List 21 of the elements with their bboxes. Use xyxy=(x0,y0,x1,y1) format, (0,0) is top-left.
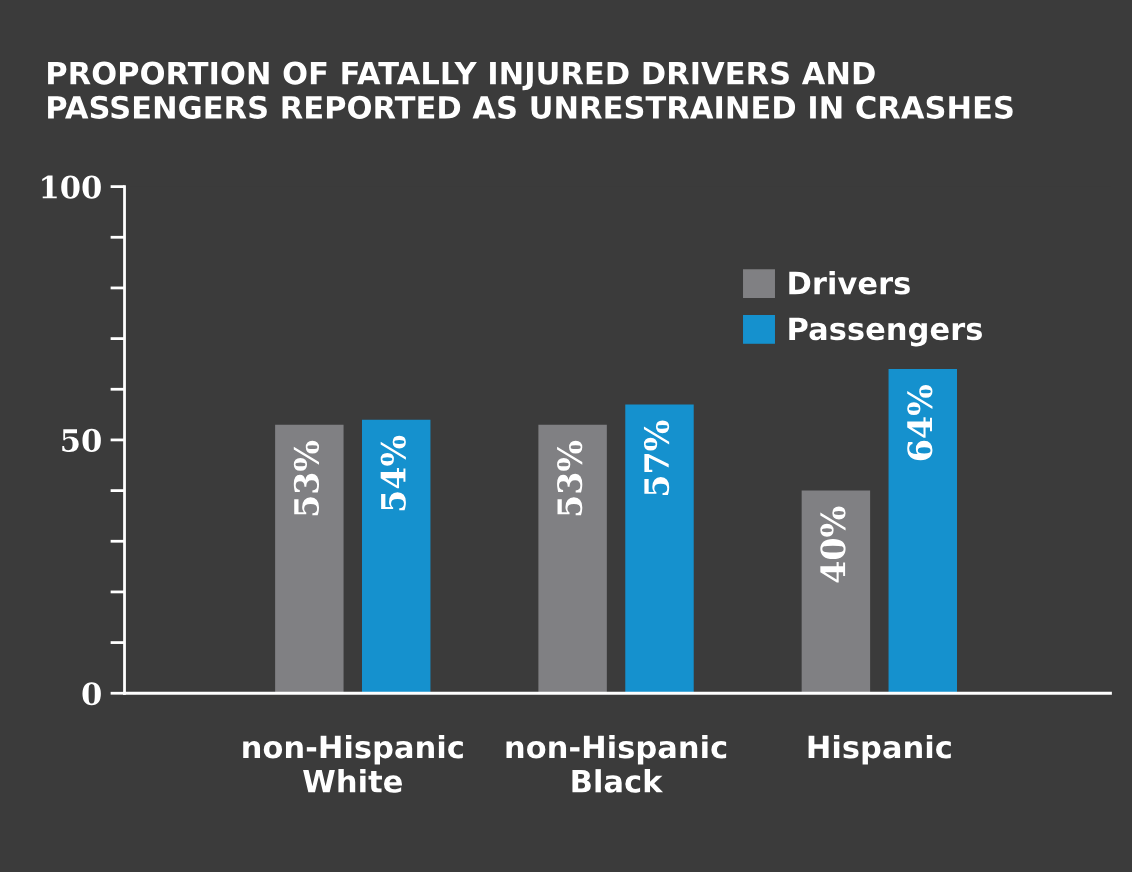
x-tick-label: non-Hispanic Black xyxy=(506,734,727,793)
data-label: 53% xyxy=(557,440,583,516)
data-label: 40% xyxy=(820,506,846,583)
bar xyxy=(625,404,694,694)
bar xyxy=(275,424,344,694)
data-label: 64% xyxy=(907,385,933,461)
legend-label: Drivers xyxy=(789,270,910,295)
data-label: 53% xyxy=(293,440,320,516)
x-tick-label: non-Hispanic White xyxy=(243,734,463,793)
bar xyxy=(538,424,607,694)
bar xyxy=(362,419,431,694)
y-tick-label: 100 xyxy=(42,175,101,199)
x-tick-label: Hispanic xyxy=(808,734,951,765)
y-tick-label: 50 xyxy=(62,428,101,452)
bar xyxy=(801,490,871,694)
data-label: 54% xyxy=(380,435,406,511)
data-label: 57% xyxy=(643,420,670,495)
y-tick-label: 0 xyxy=(82,682,101,706)
chart-title: PROPORTION OF FATALLY INJURED DRIVERS AND PASSENGERS REPORTED AS UNRESTRAINED IN CRASHES xyxy=(48,61,1013,119)
legend-label: Passengers xyxy=(789,317,982,347)
bar xyxy=(888,369,957,694)
